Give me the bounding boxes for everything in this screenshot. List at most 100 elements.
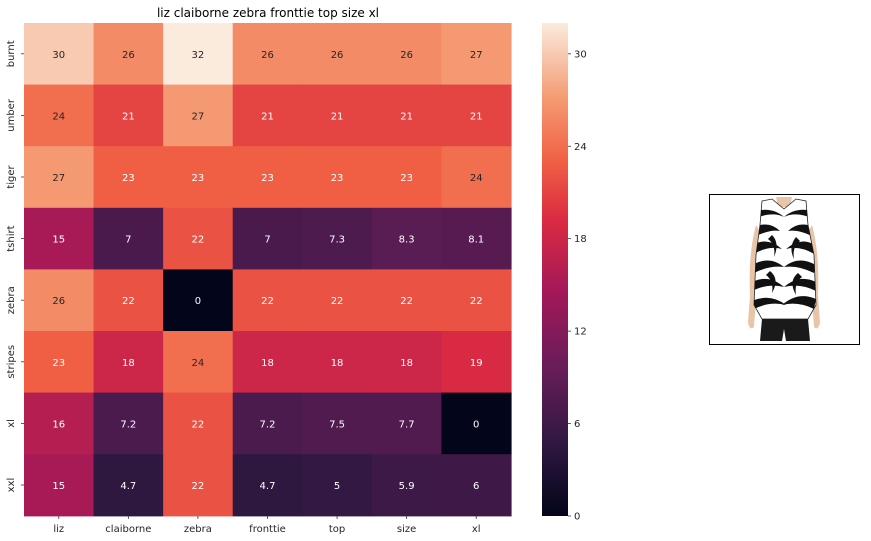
cell-label: 23 xyxy=(122,173,135,184)
heatmap-cell xyxy=(302,454,373,517)
heatmap-cell xyxy=(441,84,512,147)
heatmap-cell xyxy=(371,392,443,455)
cell-annotations: 30 26 32 26 26 26 27 24 21 27 21 21 21 21 27 23 23 23 23 23… xyxy=(52,50,484,492)
y-tick-label: burnt xyxy=(6,40,17,67)
colorbar-tick-label: 6 xyxy=(574,419,580,430)
heatmap-cell xyxy=(24,146,95,209)
heatmap-cell xyxy=(232,331,303,394)
cell-label: 24 xyxy=(192,358,205,369)
heatmap-cell xyxy=(371,23,443,86)
x-tick-label: zebra xyxy=(184,524,212,535)
colorbar-tick-label: 30 xyxy=(574,49,587,60)
heatmap-cell xyxy=(163,84,234,147)
y-tick-label: tshirt xyxy=(6,225,17,251)
cell-label: 22 xyxy=(192,419,205,430)
chart-title: liz claiborne zebra fronttie top size xl xyxy=(157,6,379,20)
cell-label: 0 xyxy=(195,296,201,307)
heatmap-cell xyxy=(302,207,373,270)
cell-label: 24 xyxy=(470,173,483,184)
cell-label: 21 xyxy=(261,111,274,122)
cell-label: 23 xyxy=(331,173,344,184)
heatmap-cell xyxy=(302,23,373,86)
heatmap-cell xyxy=(441,392,512,455)
cell-label: 7.7 xyxy=(399,419,415,430)
y-tick-label: zebra xyxy=(6,286,17,314)
heatmap-cell xyxy=(24,331,95,394)
cell-label: 8.1 xyxy=(468,235,484,246)
heatmap-cell xyxy=(24,454,95,517)
heatmap-cell xyxy=(163,331,234,394)
heatmap-cell xyxy=(232,84,303,147)
x-tick-label: size xyxy=(397,524,416,535)
cell-label: 26 xyxy=(400,50,413,61)
heatmap-cell xyxy=(441,23,512,86)
colorbar-tick-label: 24 xyxy=(574,142,587,153)
cell-label: 21 xyxy=(331,111,344,122)
x-tick-label: liz xyxy=(53,524,64,535)
cell-label: 4.7 xyxy=(120,481,136,492)
heatmap-cells xyxy=(24,23,512,517)
y-tick-label: tiger xyxy=(6,164,17,188)
heatmap-cell xyxy=(441,146,512,209)
cell-label: 15 xyxy=(52,481,65,492)
heatmap-cell xyxy=(163,146,234,209)
cell-label: 22 xyxy=(192,235,205,246)
x-tick-label: xl xyxy=(472,524,481,535)
heatmap-cell xyxy=(441,331,512,394)
x-tick-label: claiborne xyxy=(105,524,151,535)
heatmap-cell xyxy=(371,207,443,270)
heatmap-cell xyxy=(302,392,373,455)
y-tick-label: xxl xyxy=(6,478,17,493)
heatmap-cell xyxy=(93,269,164,332)
cell-label: 7 xyxy=(125,235,131,246)
y-tick-label: stripes xyxy=(6,345,17,379)
colorbar-ticks: 0 6 12 18 24 30 xyxy=(568,49,587,523)
heatmap-cell xyxy=(93,146,164,209)
cell-label: 18 xyxy=(331,358,344,369)
heatmap-cell xyxy=(232,454,303,517)
heatmap-cell xyxy=(371,454,443,517)
cell-label: 21 xyxy=(122,111,135,122)
cell-label: 26 xyxy=(331,50,344,61)
cell-label: 4.7 xyxy=(260,481,276,492)
colorbar-tick-label: 12 xyxy=(574,327,587,338)
cell-label: 24 xyxy=(52,111,65,122)
cell-label: 18 xyxy=(122,358,135,369)
heatmap-cell xyxy=(93,392,164,455)
cell-label: 23 xyxy=(192,173,205,184)
heatmap-cell xyxy=(371,146,443,209)
heatmap-cell xyxy=(24,392,95,455)
heatmap-cell xyxy=(163,23,234,86)
heatmap-cell xyxy=(441,207,512,270)
cell-label: 8.3 xyxy=(399,235,415,246)
cell-label: 7.2 xyxy=(120,419,136,430)
cell-label: 23 xyxy=(52,358,65,369)
cell-label: 22 xyxy=(122,296,135,307)
pants xyxy=(760,319,810,341)
colorbar-tick-label: 0 xyxy=(574,512,580,523)
heatmap-cell xyxy=(302,269,373,332)
y-axis-ticks: burnt umber tiger tshirt zebra stripes xl xxl xyxy=(6,40,24,492)
cell-label: 7.3 xyxy=(329,235,345,246)
cell-label: 18 xyxy=(261,358,274,369)
heatmap-cell xyxy=(302,331,373,394)
cell-label: 22 xyxy=(331,296,344,307)
cell-label: 23 xyxy=(400,173,413,184)
cell-label: 22 xyxy=(192,481,205,492)
x-tick-label: fronttie xyxy=(249,524,286,535)
cell-label: 27 xyxy=(52,173,65,184)
heatmap-cell xyxy=(232,392,303,455)
cell-label: 18 xyxy=(400,358,413,369)
cell-label: 19 xyxy=(470,358,483,369)
cell-label: 22 xyxy=(470,296,483,307)
heatmap-cell xyxy=(93,23,164,86)
cell-label: 26 xyxy=(261,50,274,61)
cell-label: 7.2 xyxy=(260,419,276,430)
y-tick-label: xl xyxy=(6,419,17,428)
heatmap-cell xyxy=(93,207,164,270)
cell-label: 15 xyxy=(52,235,65,246)
cell-label: 30 xyxy=(52,50,65,61)
heatmap-cell xyxy=(371,331,443,394)
y-tick-label: umber xyxy=(6,98,17,132)
